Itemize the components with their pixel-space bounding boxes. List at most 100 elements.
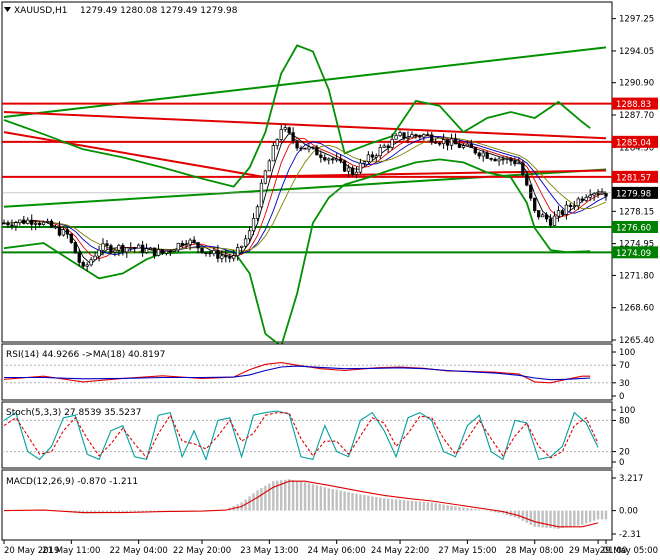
candle	[77, 252, 81, 263]
candle	[441, 139, 446, 144]
candle	[275, 139, 279, 146]
candle	[434, 141, 438, 144]
candle	[176, 243, 180, 251]
trendline	[261, 169, 607, 178]
candle	[18, 219, 22, 223]
level-label-bg	[612, 220, 658, 233]
candle	[220, 255, 224, 259]
x-tick-label: 20 May 2019	[4, 546, 59, 556]
trendline	[3, 110, 607, 140]
macd-axis-tick-label: -2.31	[619, 530, 641, 540]
candle	[370, 154, 374, 158]
candle	[279, 129, 283, 140]
macd-layer: 3.217 0.00 -2.31	[3, 474, 643, 540]
candle	[378, 147, 382, 157]
macd-axis-tick-label: 0.00	[619, 507, 638, 517]
level-label-bg	[612, 135, 658, 148]
candle	[125, 247, 129, 253]
candle	[259, 182, 264, 208]
candle	[358, 162, 363, 173]
candle	[247, 230, 252, 240]
rsi-axis-tick-label: 70	[619, 361, 630, 371]
rsi-axis-tick-label: 100	[619, 348, 635, 358]
candle	[228, 256, 232, 259]
candle	[184, 244, 188, 247]
candle	[236, 247, 240, 257]
candle	[493, 158, 497, 162]
candle	[10, 224, 14, 227]
candle	[144, 248, 149, 253]
candle	[477, 152, 481, 157]
moving-average	[3, 136, 607, 256]
candle	[449, 138, 454, 146]
candle	[394, 135, 398, 140]
candle	[105, 243, 109, 247]
candle	[544, 214, 549, 220]
candle	[295, 140, 299, 149]
candle	[331, 158, 335, 161]
stoch-series	[3, 410, 599, 462]
current-price-bg	[612, 186, 658, 199]
candle	[406, 136, 410, 139]
price-axis-tick-label: 1274.95	[619, 240, 654, 250]
candle	[461, 145, 466, 148]
candle	[430, 134, 434, 143]
dropdown-arrow-icon[interactable]	[4, 7, 11, 12]
candle	[382, 145, 386, 148]
candle	[438, 142, 442, 145]
stoch-axis-tick-label: 80	[619, 416, 630, 426]
candle	[160, 249, 165, 254]
candle	[521, 162, 525, 176]
candle	[600, 192, 604, 195]
candle	[224, 255, 228, 258]
candle	[117, 245, 121, 251]
candle	[529, 184, 533, 199]
price-axis-tick-label: 1284.50	[619, 143, 654, 153]
candle	[596, 193, 600, 195]
candle	[137, 244, 141, 249]
x-tick-label: 24 May 22:00	[371, 546, 429, 556]
rsi-series	[3, 362, 591, 384]
candle	[164, 250, 169, 254]
level-label: 1276.60	[616, 223, 651, 233]
candle	[366, 154, 371, 162]
candle	[45, 220, 50, 223]
candle	[319, 154, 323, 158]
candle	[390, 138, 394, 148]
candle	[548, 218, 553, 226]
candle	[113, 249, 117, 253]
candle	[588, 194, 592, 198]
candle	[109, 245, 113, 253]
candle	[148, 247, 153, 250]
candle	[303, 147, 307, 150]
trendline	[3, 46, 607, 118]
candle	[513, 160, 517, 165]
level-label-bg	[612, 97, 658, 110]
x-tick-label: 28 May 08:00	[506, 546, 564, 556]
rsi-title: RSI(14) 44.9266 ->MA(18) 40.8197	[6, 350, 165, 360]
rsi-axis-tick-label: 0	[619, 392, 624, 402]
ohlc-readout: 1279.49 1280.08 1279.49 1279.98	[80, 6, 238, 16]
candle	[61, 229, 66, 236]
candle	[299, 147, 303, 150]
candle	[307, 146, 311, 150]
candle	[386, 145, 390, 148]
candle	[501, 158, 505, 161]
candle	[89, 259, 93, 266]
candle	[517, 162, 521, 165]
price-axis-tick-label: 1265.40	[619, 336, 654, 346]
candle	[188, 239, 192, 245]
candle	[576, 198, 580, 207]
candle	[572, 205, 576, 208]
candle	[469, 143, 473, 148]
chart-title: XAUUSD,H1	[14, 6, 68, 16]
candle	[552, 215, 557, 226]
candle	[445, 139, 450, 146]
candle	[133, 247, 137, 249]
candle	[65, 229, 70, 235]
candle	[121, 245, 125, 253]
candle	[180, 243, 184, 247]
candle	[560, 210, 565, 215]
